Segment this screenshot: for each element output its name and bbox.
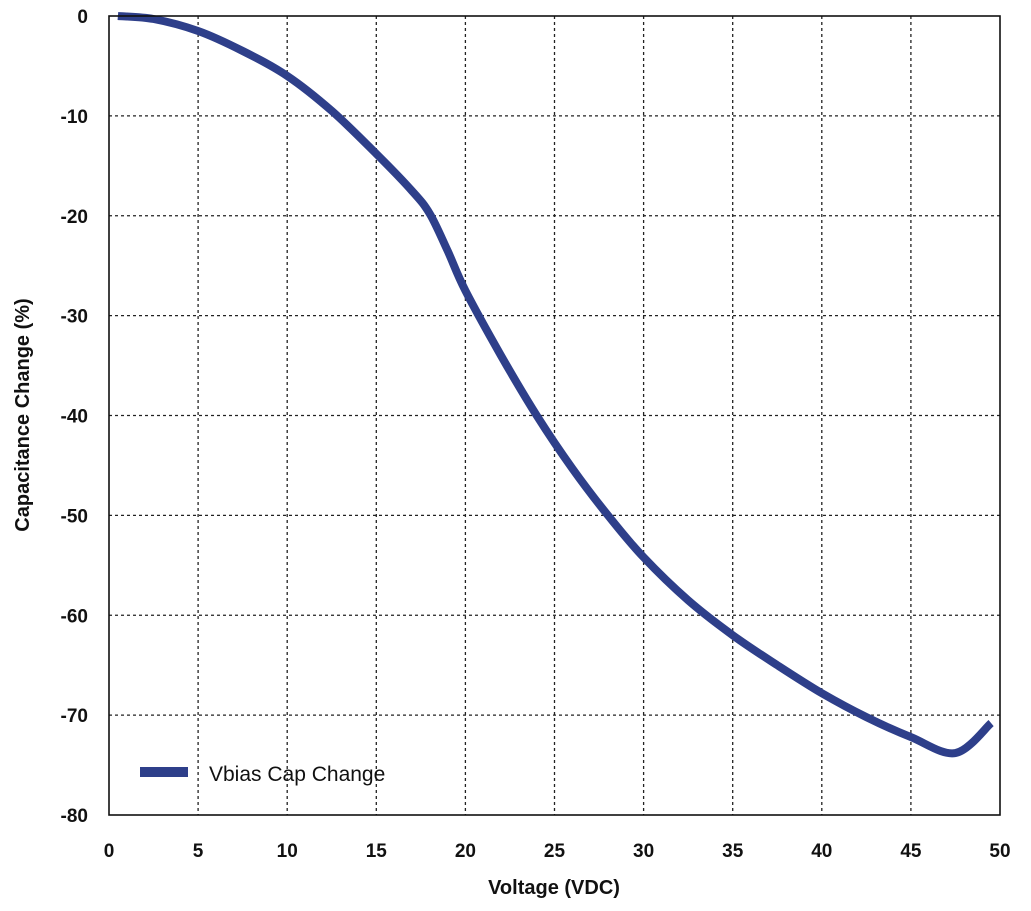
y-tick-label: 0 xyxy=(77,7,88,28)
y-tick-label: -60 xyxy=(61,606,88,627)
plot-frame xyxy=(108,15,1001,816)
legend: Vbias Cap Change xyxy=(140,763,385,786)
x-tick-label: 50 xyxy=(989,841,1010,862)
x-tick-label: 20 xyxy=(455,841,476,862)
x-tick-label: 0 xyxy=(104,841,115,862)
x-tick-label: 40 xyxy=(811,841,832,862)
y-tick-label: -20 xyxy=(61,207,88,228)
y-tick-label: -40 xyxy=(61,407,88,428)
y-tick-labels: 0 -10 -20 -30 -40 -50 -60 -70 -80 xyxy=(61,7,88,827)
y-tick-label: -80 xyxy=(61,806,88,827)
series-layer xyxy=(117,12,994,758)
series-line-vbias-cap-change xyxy=(117,12,994,758)
y-tick-label: -10 xyxy=(61,107,88,128)
x-tick-label: 15 xyxy=(366,841,388,862)
x-tick-label: 10 xyxy=(277,841,298,862)
x-tick-label: 5 xyxy=(193,841,204,862)
y-tick-label: -50 xyxy=(61,506,88,527)
x-axis-title: Voltage (VDC) xyxy=(488,877,620,899)
grid xyxy=(109,16,1000,815)
x-tick-label: 25 xyxy=(544,841,566,862)
x-tick-label: 30 xyxy=(633,841,654,862)
x-tick-labels: 0 5 10 15 20 25 30 35 40 45 50 xyxy=(104,841,1011,862)
y-axis-title: Capacitance Change (%) xyxy=(12,298,34,531)
legend-label: Vbias Cap Change xyxy=(209,763,385,786)
y-tick-label: -70 xyxy=(61,706,88,727)
y-tick-label: -30 xyxy=(61,307,88,328)
x-tick-label: 45 xyxy=(900,841,922,862)
x-tick-label: 35 xyxy=(722,841,744,862)
